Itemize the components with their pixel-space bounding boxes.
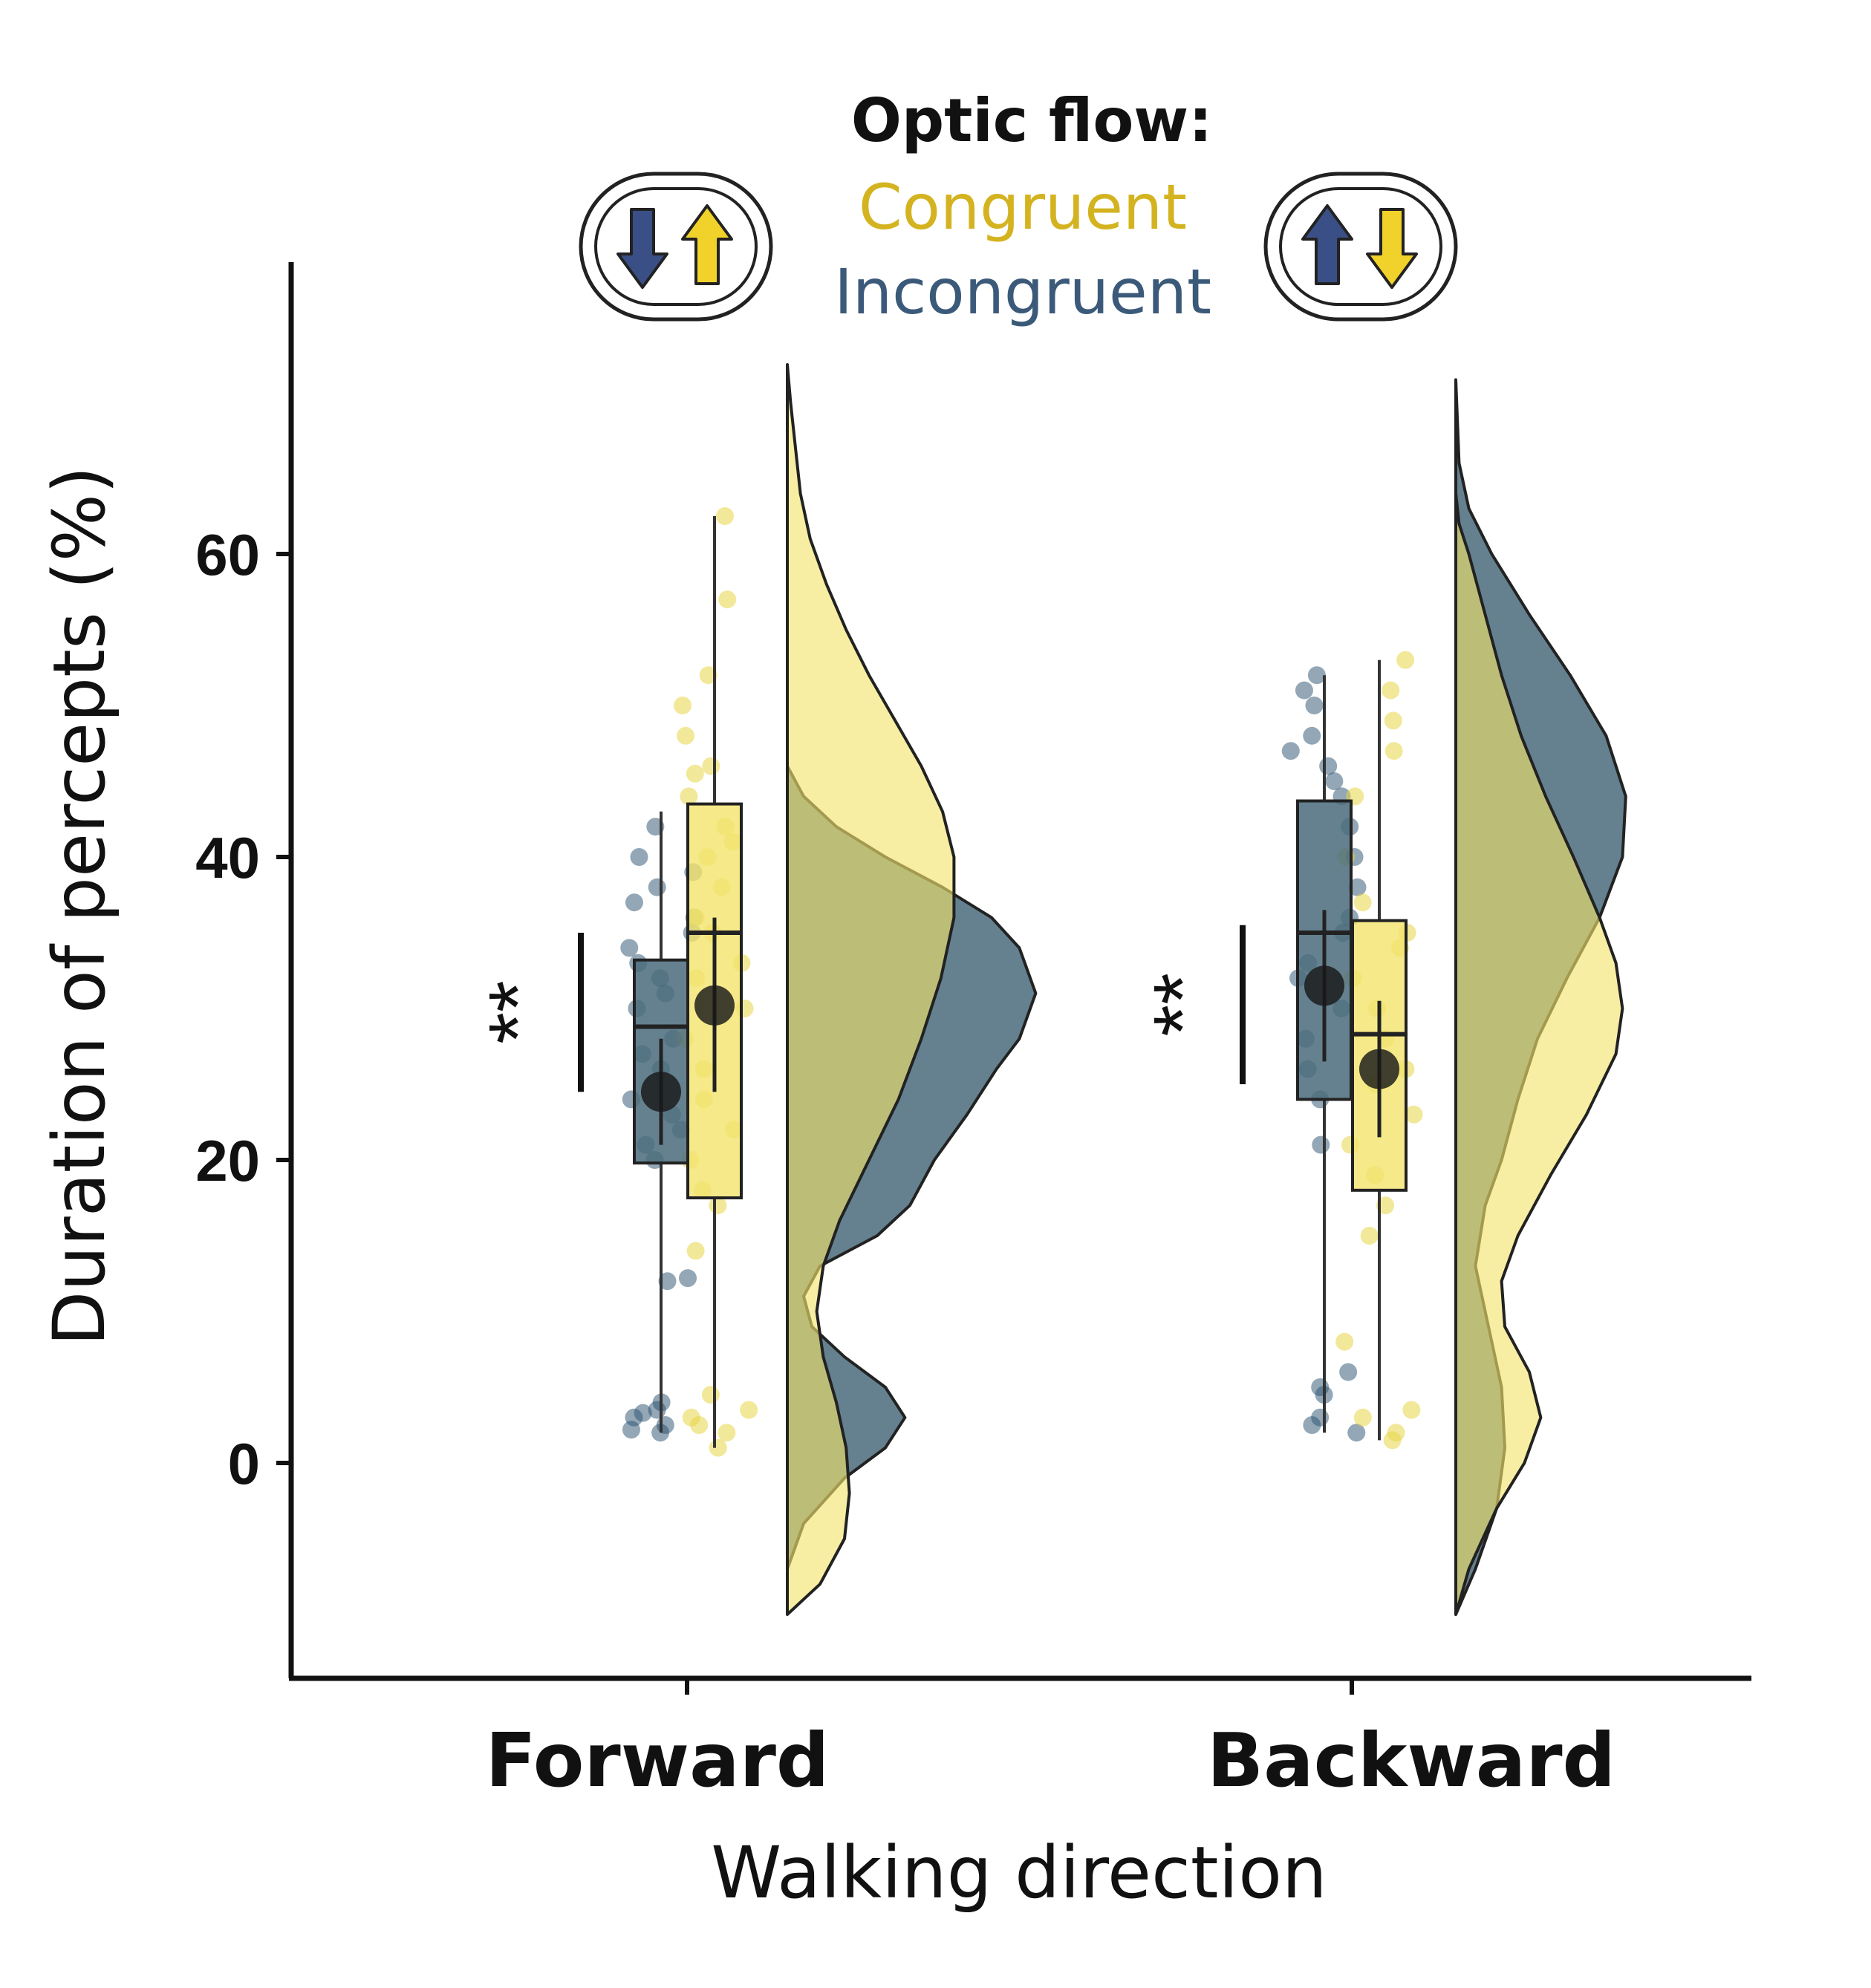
mean-dot-backward-congruent — [1359, 1049, 1399, 1089]
data-point-forward-congruent — [680, 787, 698, 806]
data-point-forward-incongruent — [658, 1272, 677, 1291]
axes — [288, 262, 1751, 1681]
legend-entry-incongruent: Incongruent — [834, 255, 1211, 328]
density-forward-congruent — [786, 363, 956, 1616]
data-point-backward-congruent — [1353, 1408, 1372, 1427]
data-point-forward-incongruent — [648, 878, 666, 896]
density-clouds — [786, 363, 1627, 1616]
density-backward-congruent — [1454, 492, 1624, 1616]
significance-label-forward: ** — [472, 980, 564, 1044]
data-point-backward-incongruent — [1307, 666, 1326, 685]
legend: Optic flow: Congruent Incongruent — [579, 86, 1458, 328]
x-tick-label-backward: Backward — [1207, 1717, 1615, 1804]
y-tick-label: 0 — [228, 1431, 260, 1496]
data-point-backward-incongruent — [1319, 757, 1338, 775]
data-point-forward-incongruent — [620, 939, 639, 957]
data-point-backward-incongruent — [1325, 772, 1344, 790]
mean-dot-backward-incongruent — [1304, 965, 1344, 1006]
data-point-backward-incongruent — [1348, 878, 1367, 896]
data-point-backward-incongruent — [1303, 726, 1321, 745]
data-point-backward-congruent — [1396, 651, 1415, 669]
data-point-backward-congruent — [1384, 711, 1402, 730]
data-point-forward-congruent — [677, 726, 695, 745]
data-point-backward-congruent — [1335, 1332, 1354, 1351]
mean-dot-forward-congruent — [694, 985, 735, 1026]
up-down-arrows-icon — [1263, 172, 1458, 322]
data-point-forward-congruent — [699, 666, 718, 685]
data-point-backward-incongruent — [1312, 1135, 1330, 1154]
data-point-forward-incongruent — [625, 893, 643, 912]
data-point-forward-incongruent — [656, 1416, 674, 1434]
x-axis-ticks: Forward Backward — [485, 1678, 1615, 1804]
data-point-forward-incongruent — [622, 1421, 640, 1439]
data-point-forward-congruent — [686, 1242, 705, 1260]
y-axis-ticks: 0 20 40 60 — [195, 522, 291, 1496]
data-point-backward-incongruent — [1339, 1363, 1358, 1381]
legend-title: Optic flow: — [851, 86, 1212, 155]
data-point-backward-incongruent — [1305, 697, 1324, 714]
data-point-backward-congruent — [1376, 1196, 1395, 1215]
data-point-forward-congruent — [715, 507, 734, 525]
data-point-backward-congruent — [1387, 1424, 1405, 1442]
data-point-forward-congruent — [740, 1401, 758, 1419]
mean-dot-forward-incongruent — [641, 1072, 681, 1112]
data-point-backward-incongruent — [1347, 1424, 1366, 1442]
data-point-forward-congruent — [718, 590, 737, 609]
x-tick-label-forward: Forward — [485, 1717, 829, 1804]
significance-markers: ** ** — [472, 925, 1246, 1092]
data-point-backward-incongruent — [1281, 742, 1300, 760]
data-point-backward-congruent — [1402, 1401, 1421, 1419]
data-point-backward-congruent — [1382, 681, 1400, 700]
data-point-forward-congruent — [701, 1386, 720, 1404]
data-point-forward-incongruent — [678, 1269, 697, 1288]
data-point-forward-congruent — [682, 1408, 700, 1427]
data-point-backward-congruent — [1360, 1227, 1379, 1245]
data-point-forward-incongruent — [634, 1404, 652, 1422]
data-point-forward-congruent — [702, 757, 720, 775]
significance-label-backward: ** — [1137, 973, 1229, 1037]
down-up-arrows-icon — [579, 172, 773, 322]
data-point-backward-congruent — [1353, 893, 1372, 912]
box-plots — [633, 516, 1408, 1448]
x-axis-label: Walking direction — [711, 1831, 1327, 1914]
y-tick-label: 40 — [195, 825, 260, 890]
legend-entry-congruent: Congruent — [859, 171, 1187, 244]
data-point-backward-incongruent — [1311, 1408, 1330, 1427]
data-point-backward-congruent — [1384, 742, 1403, 760]
y-tick-label: 60 — [195, 522, 260, 587]
data-point-forward-congruent — [686, 764, 704, 783]
data-point-backward-incongruent — [1295, 681, 1313, 700]
data-point-forward-incongruent — [630, 848, 648, 866]
y-axis-label: Duration of percepts (%) — [38, 466, 121, 1346]
data-point-forward-congruent — [718, 1424, 736, 1442]
data-point-forward-congruent — [674, 697, 692, 714]
data-point-forward-congruent — [709, 1438, 727, 1457]
y-tick-label: 20 — [195, 1128, 260, 1193]
data-point-backward-congruent — [1405, 1105, 1423, 1124]
data-point-backward-incongruent — [1311, 1378, 1330, 1396]
